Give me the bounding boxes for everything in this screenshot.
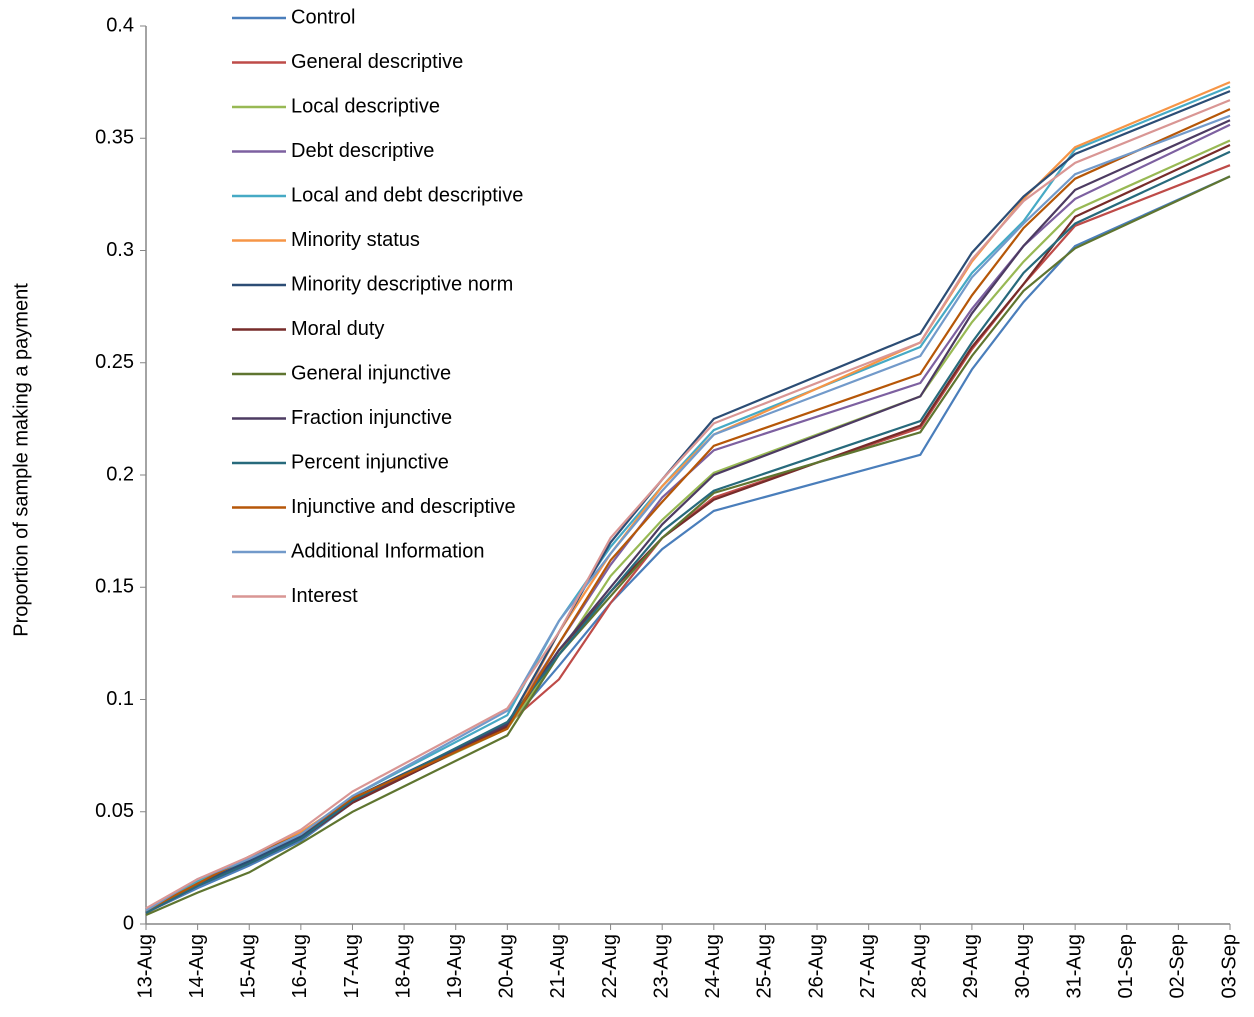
x-tick-label: 20-Aug [496, 934, 518, 999]
x-tick-label: 01-Sep [1115, 934, 1137, 999]
legend-label: Local descriptive [291, 95, 440, 117]
x-tick-label: 28-Aug [909, 934, 931, 999]
x-tick-label: 26-Aug [805, 934, 827, 999]
x-tick-label: 30-Aug [1012, 934, 1034, 999]
series-line [145, 114, 1231, 912]
y-tick-label: 0.1 [106, 688, 134, 710]
legend-label: Moral duty [291, 318, 384, 340]
legend-label: General injunctive [291, 362, 451, 384]
y-tick-label: 0.05 [95, 800, 134, 822]
legend-label: Control [291, 6, 355, 28]
legend-label: Debt descriptive [291, 140, 434, 162]
legend-label: Interest [291, 585, 358, 607]
series-line [145, 139, 1231, 914]
series-line [145, 108, 1231, 912]
y-tick-label: 0.4 [106, 14, 134, 36]
legend-label: Injunctive and descriptive [291, 496, 516, 518]
series-line [145, 150, 1231, 914]
legend-label: Additional Information [291, 540, 484, 562]
legend-label: Percent injunctive [291, 451, 449, 473]
series-line [145, 99, 1231, 910]
legend-label: General descriptive [291, 51, 463, 73]
x-tick-label: 22-Aug [599, 934, 621, 999]
x-tick-label: 29-Aug [960, 934, 982, 999]
y-tick-label: 0.15 [95, 576, 134, 598]
x-tick-label: 21-Aug [547, 934, 569, 999]
x-tick-label: 24-Aug [702, 934, 724, 999]
x-tick-label: 03-Sep [1218, 934, 1240, 999]
legend-label: Fraction injunctive [291, 407, 452, 429]
y-tick-label: 0 [123, 912, 134, 934]
x-tick-label: 18-Aug [392, 934, 414, 999]
x-tick-label: 19-Aug [444, 934, 466, 999]
x-tick-label: 14-Aug [186, 934, 208, 999]
x-tick-label: 27-Aug [857, 934, 879, 999]
series-line [145, 90, 1231, 914]
legend-label: Minority status [291, 229, 420, 251]
x-tick-label: 31-Aug [1063, 934, 1085, 999]
series-line [145, 175, 1231, 917]
y-tick-label: 0.2 [106, 463, 134, 485]
y-tick-label: 0.25 [95, 351, 134, 373]
y-tick-label: 0.35 [95, 127, 134, 149]
x-tick-label: 16-Aug [289, 934, 311, 999]
legend-label: Minority descriptive norm [291, 273, 513, 295]
x-tick-label: 15-Aug [238, 934, 260, 999]
x-tick-label: 17-Aug [341, 934, 363, 999]
x-tick-label: 02-Sep [1167, 934, 1189, 999]
x-tick-label: 13-Aug [134, 934, 156, 999]
y-axis-label: Proportion of sample making a payment [10, 283, 32, 637]
x-tick-label: 25-Aug [754, 934, 776, 999]
y-tick-label: 0.3 [106, 239, 134, 261]
legend-label: Local and debt descriptive [291, 184, 523, 206]
x-tick-label: 23-Aug [650, 934, 672, 999]
